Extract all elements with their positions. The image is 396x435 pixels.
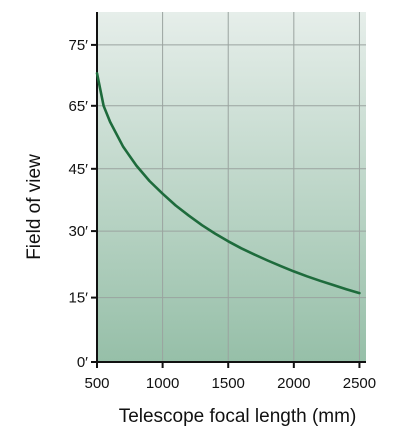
axes	[91, 12, 366, 368]
y-tick-label: 75′	[69, 37, 89, 54]
y-tick-label: 65′	[69, 98, 89, 115]
x-tick-label: 500	[84, 375, 109, 392]
x-tick-label: 2000	[277, 375, 310, 392]
x-axis-title: Telescope focal length (mm)	[119, 406, 357, 427]
grid	[97, 12, 366, 362]
x-tick-label: 1500	[212, 375, 245, 392]
x-tick-label: 1000	[146, 375, 179, 392]
y-tick-label: 15′	[69, 290, 89, 307]
y-tick-label: 0′	[77, 354, 88, 371]
x-tick-label: 2500	[343, 375, 376, 392]
series-layer	[95, 72, 361, 295]
tick-labels: 500 1000 1500 2000 2500 0′ 15′ 30′ 45′ 65′ 75′	[69, 37, 377, 392]
y-tick-label: 45′	[69, 161, 89, 178]
y-axis-title: Field of view	[24, 154, 45, 260]
y-tick-label: 30′	[69, 223, 89, 240]
series-line	[95, 72, 361, 295]
plot-background	[97, 12, 366, 362]
